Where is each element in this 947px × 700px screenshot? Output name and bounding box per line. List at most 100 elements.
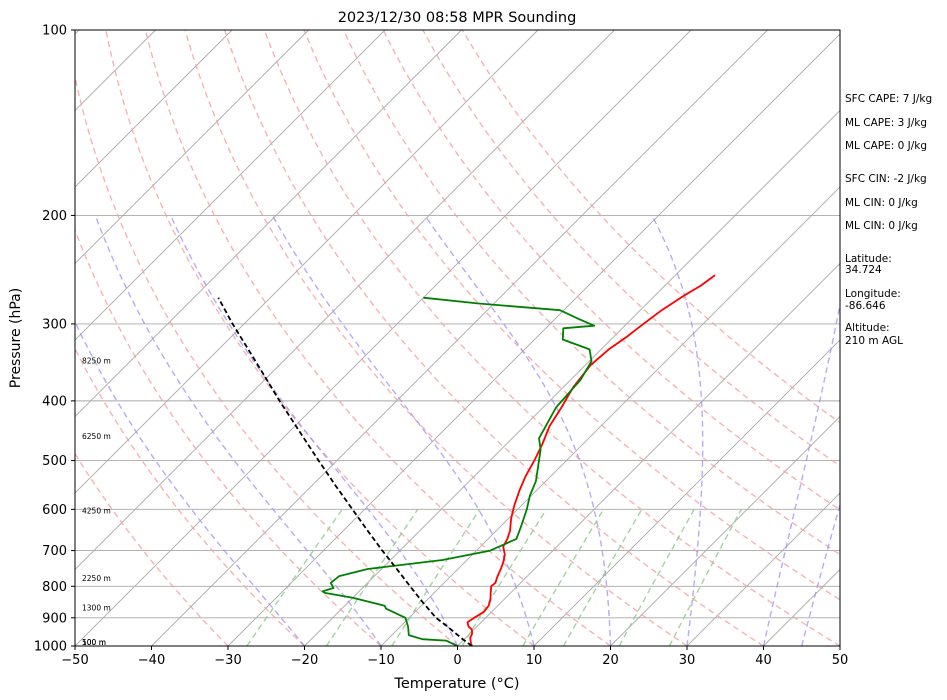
y-tick-label: 200: [42, 209, 67, 224]
dry-adiabat-line: [303, 30, 840, 601]
x-tick-label: 0: [453, 653, 461, 668]
height-label: 1300 m: [82, 604, 111, 613]
mixing-ratio-line: [618, 508, 695, 646]
x-tick-label: 20: [602, 653, 619, 668]
dry-adiabat-line: [422, 30, 840, 467]
dry-adiabat-line: [75, 347, 305, 646]
moist-adiabat-line: [762, 300, 840, 646]
x-tick-label: −40: [138, 653, 165, 668]
dry-adiabat-line: [75, 73, 458, 646]
isotherm-line: [75, 30, 539, 494]
x-tick-label: −10: [367, 653, 394, 668]
x-tick-label: −20: [291, 653, 318, 668]
mixing-ratio-line: [461, 508, 547, 646]
isotherm-line: [610, 415, 840, 646]
dry-adiabat-line: [75, 452, 229, 646]
isotherm-line: [0, 30, 3, 646]
data-series: [217, 274, 716, 646]
y-tick-label: 100: [42, 24, 67, 39]
info-annotation: 210 m AGL: [845, 335, 903, 347]
moist-adiabat-line: [801, 502, 840, 646]
dry-adiabat-line: [144, 30, 611, 646]
isotherm-line: [457, 262, 840, 646]
x-axis: −50 −40 −30 −20 −10 0 10 20 30 40 50: [61, 646, 848, 668]
moist-adiabat-line: [424, 214, 612, 646]
x-tick-label: 30: [679, 653, 696, 668]
parcel-profile-line: [217, 297, 473, 646]
dry-adiabat-line: [105, 30, 535, 646]
info-annotation: ML CAPE: 3 J/kg: [845, 117, 927, 129]
mixing-ratio-line: [562, 508, 643, 646]
mixing-ratio-line: [391, 508, 481, 646]
x-tick-label: 40: [755, 653, 772, 668]
isotherm-line: [75, 30, 233, 188]
height-label: 2250 m: [82, 574, 111, 583]
dry-adiabat-line: [263, 30, 840, 646]
y-tick-label: 800: [42, 580, 67, 595]
plot-frame: [74, 29, 841, 647]
height-label: 500 m: [82, 638, 106, 647]
moist-adiabat-line: [75, 320, 306, 646]
isotherm-line: [227, 33, 840, 646]
height-label: 6250 m: [82, 432, 111, 441]
y-axis: 1000 900 800 700 600 500 400 300 200 100: [34, 24, 75, 655]
sounding-info-panel: SFC CAPE: 7 J/kg ML CAPE: 3 J/kg ML CAPE: …: [845, 93, 932, 347]
info-annotation: SFC CAPE: 7 J/kg: [845, 93, 932, 105]
x-tick-label: −50: [61, 653, 88, 668]
moist-adiabat-line: [271, 215, 535, 646]
y-tick-label: 400: [42, 394, 67, 409]
isotherm-line: [380, 186, 840, 646]
info-annotation: ML CIN: 0 J/kg: [845, 220, 918, 232]
info-annotation: Altitude:: [845, 322, 890, 334]
dry-adiabat-line: [224, 30, 764, 646]
x-tick-label: 10: [526, 653, 543, 668]
isotherm-line: [151, 30, 768, 646]
isotherm-line: [75, 30, 462, 418]
moist-adiabat-line: [651, 215, 704, 646]
isotherm-line: [686, 492, 840, 646]
isotherm-line: [75, 30, 615, 571]
x-axis-label: Temperature (°C): [393, 676, 519, 692]
background-grid: [0, 30, 840, 646]
info-annotation: Longitude:: [845, 288, 901, 300]
height-label: 8250 m: [82, 356, 111, 365]
x-tick-label: 50: [832, 653, 849, 668]
dry-adiabat-line: [342, 30, 840, 556]
info-annotation: -86.646: [845, 300, 886, 312]
isotherm-line: [533, 339, 840, 646]
y-tick-label: 600: [42, 503, 67, 518]
info-annotation: SFC CIN: -2 J/kg: [845, 173, 927, 185]
y-tick-label: 300: [42, 317, 67, 332]
info-annotation: Latitude:: [845, 253, 892, 265]
dry-adiabat-line: [184, 30, 688, 646]
chart-title: 2023/12/30 08:58 MPR Sounding: [338, 10, 577, 26]
temperature-profile-line: [466, 274, 716, 646]
isotherm-line: [75, 30, 309, 265]
height-label: 4250 m: [82, 507, 111, 516]
info-annotation: ML CAPE: 0 J/kg: [845, 140, 927, 152]
height-label: 100 m: [82, 638, 106, 647]
y-axis-label: Pressure (hPa): [8, 288, 24, 388]
y-tick-label: 900: [42, 611, 67, 626]
y-tick-label: 700: [42, 544, 67, 559]
info-annotation: 34.724: [845, 264, 882, 276]
moist-adiabat-line: [169, 215, 459, 646]
y-tick-label: 1000: [34, 640, 67, 655]
mixing-ratio-line: [522, 508, 605, 646]
mixing-ratio-line: [246, 508, 343, 646]
info-annotation: ML CIN: 0 J/kg: [845, 197, 918, 209]
mixing-ratio-line: [668, 508, 742, 646]
isotherm-line: [75, 30, 692, 646]
x-tick-label: −30: [214, 653, 241, 668]
isotherm-line: [75, 30, 386, 341]
y-tick-label: 500: [42, 454, 67, 469]
moist-adiabat-line: [839, 643, 840, 646]
mixing-ratio-line: [325, 508, 419, 646]
dewpoint-profile-line: [321, 296, 596, 646]
dry-adiabat-line: [75, 228, 382, 646]
isotherm-line: [304, 109, 840, 646]
moist-adiabat-line: [94, 215, 382, 646]
dry-adiabat-line: [461, 30, 840, 424]
